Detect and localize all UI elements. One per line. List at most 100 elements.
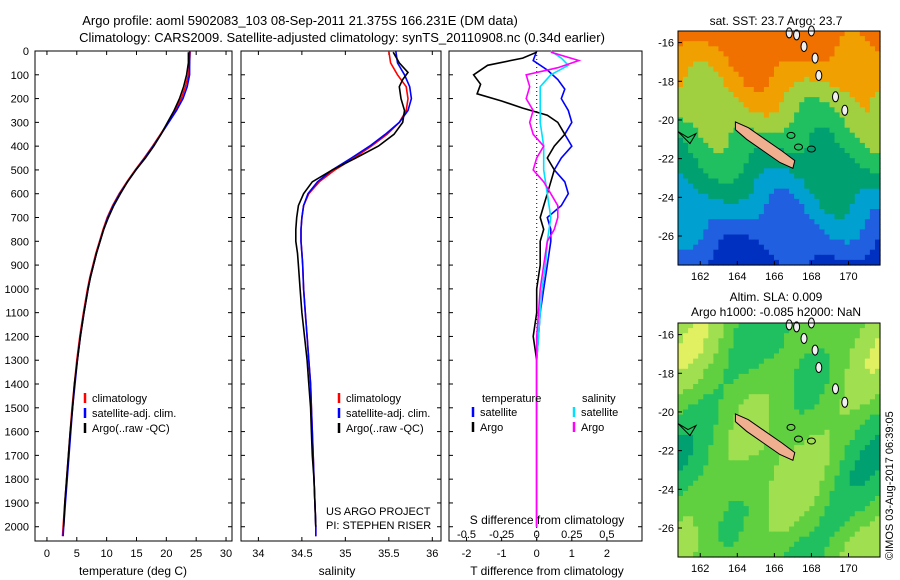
heatmap-cell <box>824 429 831 436</box>
heatmap-cell <box>864 531 871 538</box>
heatmap-cell <box>774 102 780 108</box>
heatmap-cell <box>819 445 825 451</box>
heatmap-cell <box>819 440 825 446</box>
depth-tick-label: 600 <box>11 189 29 201</box>
heatmap-cell <box>864 358 871 365</box>
heatmap-cell <box>723 480 730 487</box>
heatmap-cell <box>728 501 735 507</box>
heatmap-cell <box>713 490 719 497</box>
heatmap-cell <box>763 343 770 349</box>
heatmap-cell <box>844 323 851 329</box>
heatmap-cell <box>718 92 724 98</box>
heatmap-cell <box>779 496 785 502</box>
heatmap-cell <box>738 92 745 98</box>
heatmap-cell <box>819 501 825 507</box>
heatmap-cell <box>869 259 876 266</box>
heatmap-cell <box>723 219 730 225</box>
heatmap-cell <box>683 66 689 73</box>
heatmap-cell <box>799 496 805 502</box>
heatmap-cell <box>678 142 684 149</box>
heatmap-cell <box>753 117 760 124</box>
heatmap-cell <box>733 224 740 230</box>
lat-tick-label: -22 <box>658 154 674 166</box>
heatmap-cell <box>703 343 709 349</box>
heatmap-cell <box>748 254 755 261</box>
heatmap-cell <box>829 551 836 558</box>
heatmap-cell <box>758 399 765 405</box>
heatmap-cell <box>829 343 836 349</box>
heatmap-cell <box>799 368 805 375</box>
heatmap-cell <box>794 173 800 180</box>
heatmap-cell <box>819 31 825 37</box>
heatmap-cell <box>748 333 755 339</box>
heatmap-cell <box>688 460 694 466</box>
heatmap-cell <box>864 209 871 215</box>
heatmap-cell <box>864 368 871 375</box>
heatmap-cell <box>869 394 876 400</box>
heatmap-cell <box>869 178 876 185</box>
heatmap-cell <box>738 61 745 68</box>
heatmap-cell <box>738 323 745 329</box>
heatmap-cell <box>784 353 790 360</box>
heatmap-cell <box>713 323 719 329</box>
heatmap-cell <box>779 193 785 200</box>
heatmap-cell <box>703 404 709 411</box>
heatmap-cell <box>839 373 846 380</box>
heatmap-cell <box>839 183 846 190</box>
heatmap-cell <box>688 229 694 236</box>
heatmap-cell <box>829 173 836 180</box>
heatmap-cell <box>713 163 719 169</box>
heatmap-cell <box>814 61 820 68</box>
heatmap-cell <box>794 373 800 380</box>
island-outline <box>785 27 793 39</box>
heatmap-cell <box>693 323 699 329</box>
heatmap-cell <box>758 551 765 558</box>
heatmap-cell <box>794 470 800 477</box>
heatmap-cell <box>703 368 709 375</box>
heatmap-cell <box>875 343 881 349</box>
heatmap-cell <box>768 127 775 134</box>
heatmap-cell <box>733 173 740 180</box>
heatmap-cell <box>713 343 719 349</box>
heatmap-cell <box>743 107 750 113</box>
heatmap-cell <box>875 531 881 538</box>
heatmap-cell <box>753 409 760 416</box>
heatmap-cell <box>814 358 820 365</box>
heatmap-cell <box>854 158 861 164</box>
temperature-series <box>61 50 191 537</box>
heatmap-cell <box>733 409 740 416</box>
heatmap-cell <box>758 127 765 134</box>
heatmap-cell <box>784 102 790 108</box>
heatmap-cell <box>688 188 694 195</box>
heatmap-cell <box>829 204 836 210</box>
heatmap-cell <box>829 183 836 190</box>
heatmap-cell <box>844 541 851 548</box>
heatmap-cell <box>829 429 836 436</box>
heatmap-cell <box>688 46 694 52</box>
heatmap-cell <box>708 414 714 421</box>
heatmap-cell <box>875 254 881 261</box>
heatmap-cell <box>708 122 714 129</box>
heatmap-cell <box>708 485 714 492</box>
heatmap-cell <box>688 353 694 360</box>
heatmap-cell <box>804 526 810 533</box>
heatmap-cell <box>839 193 846 200</box>
heatmap-cell <box>738 546 745 553</box>
heatmap-cell <box>829 66 836 73</box>
heatmap-cell <box>768 188 775 195</box>
lon-tick-label: 168 <box>802 563 820 575</box>
heatmap-cell <box>799 536 805 543</box>
heatmap-cell <box>834 46 841 52</box>
heatmap-cell <box>784 328 790 334</box>
heatmap-cell <box>789 419 795 426</box>
heatmap-cell <box>743 551 750 558</box>
heatmap-cell <box>763 41 770 47</box>
heatmap-cell <box>758 424 765 431</box>
heatmap-cell <box>844 450 851 456</box>
heatmap-cell <box>758 496 765 502</box>
heatmap-cell <box>829 434 836 441</box>
heatmap-cell <box>683 188 689 195</box>
heatmap-cell <box>814 511 820 517</box>
heatmap-cell <box>683 323 689 329</box>
heatmap-cell <box>728 76 735 83</box>
